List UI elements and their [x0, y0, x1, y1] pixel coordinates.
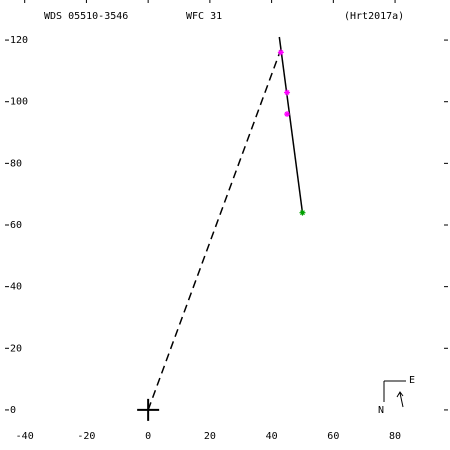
- x-tick-label: 40: [266, 431, 278, 442]
- compass-frame: [383, 380, 406, 402]
- y-tick-label: 0: [10, 405, 16, 416]
- y-tick-label: 80: [10, 158, 22, 169]
- observation: [284, 89, 291, 96]
- compass-label: N: [378, 405, 384, 416]
- x-tick-label: 20: [204, 431, 216, 442]
- chart-subtitle: WFC 31: [186, 11, 222, 22]
- x-tick-label: -20: [77, 431, 95, 442]
- compass-arrow: [396, 391, 404, 408]
- x-tick-label: 80: [389, 431, 401, 442]
- y-tick-label: 60: [10, 220, 22, 231]
- chart-title: WDS 05510-3546: [44, 11, 128, 22]
- orbit-line: [278, 36, 304, 213]
- y-tick-label: 100: [10, 97, 28, 108]
- reference: (Hrt2017a): [344, 11, 404, 22]
- observation: [284, 111, 291, 118]
- x-tick-label: 0: [145, 431, 151, 442]
- observation: [277, 49, 284, 56]
- compass-label: E: [409, 375, 415, 386]
- primary-star: [137, 398, 160, 421]
- observation: [299, 209, 306, 216]
- y-tick-label: 40: [10, 282, 22, 293]
- x-tick-label: 60: [327, 431, 339, 442]
- x-tick-label: -40: [16, 431, 34, 442]
- y-tick-label: 120: [10, 35, 28, 46]
- y-tick-label: 20: [10, 343, 22, 354]
